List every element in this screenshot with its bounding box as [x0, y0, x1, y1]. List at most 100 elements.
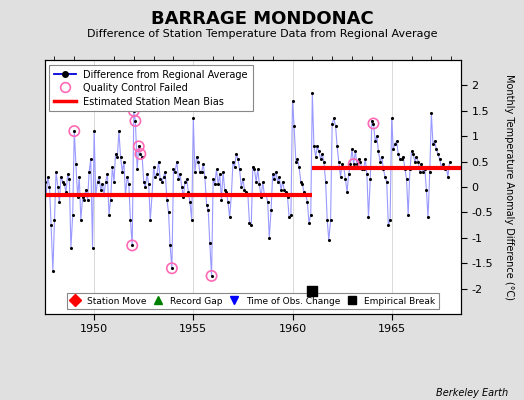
Point [275, 174, 283, 180]
Point [396, 156, 404, 162]
Point [86, 156, 95, 162]
Point [378, 153, 386, 160]
Point [274, 179, 282, 185]
Point [308, 288, 316, 294]
Point [300, 189, 308, 195]
Point [237, 184, 246, 190]
Point [72, 161, 80, 167]
Point [185, 199, 194, 206]
Point [394, 151, 402, 157]
Point [208, 273, 216, 279]
Point [412, 153, 421, 160]
Point [136, 151, 145, 157]
Point [252, 179, 260, 185]
Point [45, 184, 53, 190]
Text: Difference of Station Temperature Data from Regional Average: Difference of Station Temperature Data f… [87, 29, 437, 39]
Point [119, 158, 128, 165]
Point [295, 164, 303, 170]
Point [421, 166, 429, 172]
Point [334, 158, 343, 165]
Point [136, 151, 145, 157]
Point [118, 168, 126, 175]
Point [235, 166, 244, 172]
Point [65, 176, 73, 182]
Point [92, 192, 100, 198]
Point [248, 164, 257, 170]
Point [350, 161, 358, 167]
Point [95, 174, 103, 180]
Point [407, 148, 416, 155]
Point [115, 128, 123, 134]
Point [188, 217, 196, 223]
Point [272, 168, 280, 175]
Point [386, 217, 394, 223]
Point [392, 138, 401, 144]
Point [202, 202, 211, 208]
Point [191, 168, 199, 175]
Point [307, 212, 315, 218]
Point [288, 98, 297, 104]
Point [374, 148, 383, 155]
Point [231, 164, 239, 170]
Point [99, 181, 107, 188]
Point [165, 209, 173, 216]
Point [221, 186, 229, 193]
Point [244, 192, 252, 198]
Point [383, 179, 391, 185]
Point [211, 181, 219, 188]
Point [201, 174, 209, 180]
Point [445, 158, 454, 165]
Point [113, 153, 122, 160]
Point [39, 176, 47, 182]
Point [229, 158, 237, 165]
Point [280, 186, 288, 193]
Point [427, 110, 435, 116]
Point [406, 166, 414, 172]
Point [343, 189, 351, 195]
Point [330, 115, 338, 122]
Point [159, 174, 168, 180]
Point [411, 158, 419, 165]
Point [59, 179, 67, 185]
Point [179, 194, 188, 200]
Point [351, 148, 359, 155]
Point [432, 146, 441, 152]
Point [32, 207, 40, 213]
Point [63, 171, 72, 178]
Point [290, 123, 298, 129]
Point [358, 166, 366, 172]
Point [156, 176, 165, 182]
Point [344, 171, 353, 178]
Point [204, 207, 212, 213]
Point [224, 199, 232, 206]
Point [346, 161, 355, 167]
Point [312, 153, 320, 160]
Point [168, 265, 176, 272]
Point [267, 207, 275, 213]
Point [321, 179, 330, 185]
Point [391, 141, 399, 147]
Point [369, 120, 378, 127]
Point [232, 151, 241, 157]
Point [268, 171, 277, 178]
Point [431, 138, 439, 144]
Point [416, 168, 424, 175]
Point [176, 171, 184, 178]
Point [145, 181, 153, 188]
Point [214, 181, 222, 188]
Point [439, 161, 447, 167]
Point [350, 161, 358, 167]
Point [255, 181, 264, 188]
Point [128, 242, 136, 249]
Point [381, 174, 389, 180]
Point [89, 245, 97, 251]
Point [62, 189, 70, 195]
Point [225, 214, 234, 221]
Point [205, 240, 214, 246]
Point [129, 108, 138, 114]
Point [257, 194, 265, 200]
Point [371, 138, 379, 144]
Point [359, 166, 368, 172]
Point [133, 166, 141, 172]
Point [96, 186, 105, 193]
